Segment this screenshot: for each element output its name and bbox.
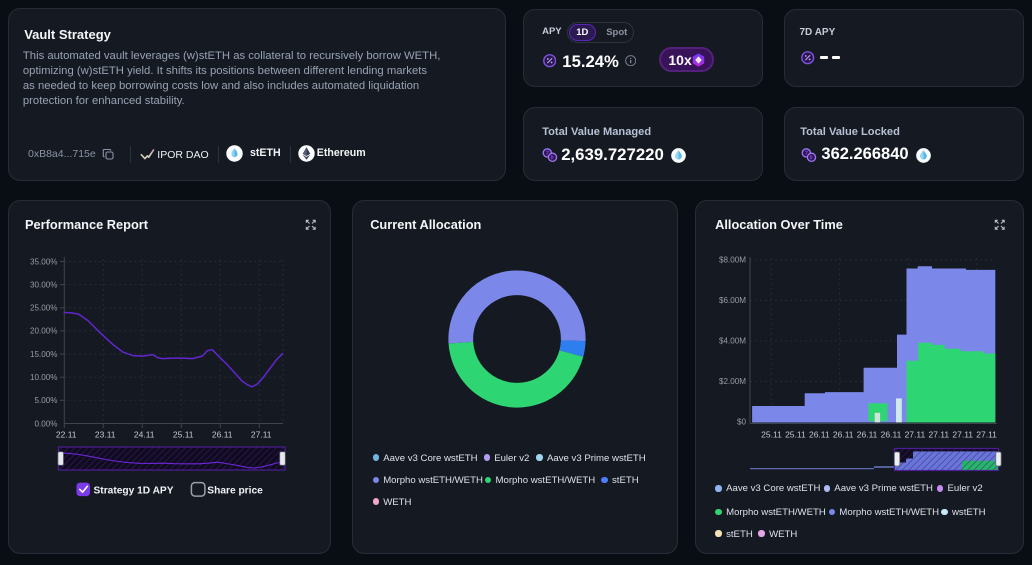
svg-text:0.00%: 0.00% bbox=[35, 419, 58, 428]
svg-text:15.00%: 15.00% bbox=[30, 350, 57, 359]
svg-text:26.11: 26.11 bbox=[833, 430, 854, 440]
svg-text:26.11: 26.11 bbox=[212, 430, 233, 440]
svg-text:10.00%: 10.00% bbox=[30, 373, 57, 382]
svg-text:Share price: Share price bbox=[207, 485, 263, 496]
svg-text:30.00%: 30.00% bbox=[30, 280, 57, 289]
svg-text:27.11: 27.11 bbox=[928, 430, 949, 440]
svg-text:27.11: 27.11 bbox=[976, 430, 997, 440]
svg-text:Strategy 1D APY: Strategy 1D APY bbox=[94, 485, 174, 496]
svg-text:22.11: 22.11 bbox=[56, 430, 77, 440]
svg-text:25.11: 25.11 bbox=[173, 430, 194, 440]
svg-text:26.11: 26.11 bbox=[857, 430, 878, 440]
svg-text:5.00%: 5.00% bbox=[35, 396, 58, 405]
svg-text:25.11: 25.11 bbox=[785, 430, 806, 440]
svg-text:$6.00M: $6.00M bbox=[719, 296, 746, 305]
svg-text:27.11: 27.11 bbox=[905, 430, 926, 440]
svg-text:23.11: 23.11 bbox=[95, 430, 116, 440]
svg-text:35.00%: 35.00% bbox=[30, 257, 57, 266]
svg-text:$2.00M: $2.00M bbox=[719, 377, 746, 386]
svg-text:27.11: 27.11 bbox=[251, 430, 272, 440]
svg-text:$4.00M: $4.00M bbox=[719, 337, 746, 346]
svg-text:24.11: 24.11 bbox=[134, 430, 155, 440]
svg-text:27.11: 27.11 bbox=[952, 430, 973, 440]
svg-text:25.11: 25.11 bbox=[761, 430, 782, 440]
svg-text:26.11: 26.11 bbox=[809, 430, 830, 440]
svg-text:25.00%: 25.00% bbox=[30, 304, 57, 313]
svg-text:20.00%: 20.00% bbox=[30, 327, 57, 336]
svg-text:26.11: 26.11 bbox=[881, 430, 902, 440]
svg-text:$0: $0 bbox=[737, 418, 747, 427]
svg-text:$8.00M: $8.00M bbox=[719, 256, 746, 265]
